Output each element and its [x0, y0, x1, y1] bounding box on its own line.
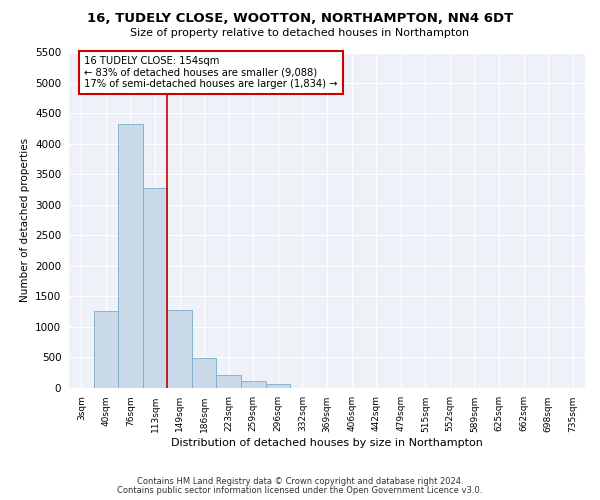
Bar — [143, 188, 167, 388]
X-axis label: Distribution of detached houses by size in Northampton: Distribution of detached houses by size … — [171, 438, 483, 448]
Bar — [167, 310, 192, 388]
Bar — [217, 376, 241, 388]
Bar — [266, 384, 290, 388]
Bar — [94, 312, 118, 388]
Text: Contains HM Land Registry data © Crown copyright and database right 2024.: Contains HM Land Registry data © Crown c… — [137, 477, 463, 486]
Y-axis label: Number of detached properties: Number of detached properties — [20, 138, 29, 302]
Text: Contains public sector information licensed under the Open Government Licence v3: Contains public sector information licen… — [118, 486, 482, 495]
Bar — [192, 358, 217, 388]
Text: Size of property relative to detached houses in Northampton: Size of property relative to detached ho… — [130, 28, 470, 38]
Text: 16, TUDELY CLOSE, WOOTTON, NORTHAMPTON, NN4 6DT: 16, TUDELY CLOSE, WOOTTON, NORTHAMPTON, … — [87, 12, 513, 26]
Bar — [241, 382, 266, 388]
Bar — [118, 124, 143, 388]
Text: 16 TUDELY CLOSE: 154sqm
← 83% of detached houses are smaller (9,088)
17% of semi: 16 TUDELY CLOSE: 154sqm ← 83% of detache… — [84, 56, 338, 88]
